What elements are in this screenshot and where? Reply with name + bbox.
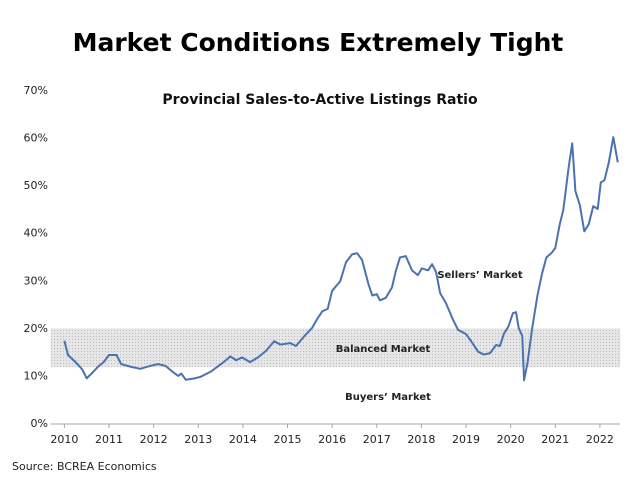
chart-title: Market Conditions Extremely Tight xyxy=(73,28,564,57)
annotation: Sellers’ Market xyxy=(437,270,523,281)
data-line xyxy=(63,136,619,382)
x-tick-label: 2018 xyxy=(407,433,435,446)
y-tick-label: 50% xyxy=(24,179,48,192)
y-tick-label: 20% xyxy=(24,322,48,335)
balanced-band xyxy=(50,328,621,368)
x-tick-label: 2017 xyxy=(363,433,391,446)
chart-subtitle: Provincial Sales-to-Active Listings Rati… xyxy=(162,92,478,108)
x-tick-label: 2022 xyxy=(586,433,614,446)
band-label: Balanced Market xyxy=(336,344,431,355)
x-tick-label: 2020 xyxy=(497,433,525,446)
x-tick-label: 2019 xyxy=(452,433,480,446)
annotation: Buyers’ Market xyxy=(345,392,431,403)
y-tick-label: 0% xyxy=(31,417,48,430)
x-tick-label: 2012 xyxy=(140,433,168,446)
x-tick-label: 2015 xyxy=(274,433,302,446)
y-tick-label: 40% xyxy=(24,227,48,240)
source-note: Source: BCREA Economics xyxy=(12,460,157,473)
x-tick-label: 2010 xyxy=(50,433,78,446)
x-tick-label: 2016 xyxy=(318,433,346,446)
x-tick-label: 2021 xyxy=(541,433,569,446)
y-tick-label: 10% xyxy=(24,369,48,382)
y-tick-label: 60% xyxy=(24,132,48,145)
x-tick-label: 2011 xyxy=(95,433,123,446)
y-tick-label: 70% xyxy=(24,84,48,97)
y-tick-label: 30% xyxy=(24,274,48,287)
x-tick-label: 2014 xyxy=(229,433,257,446)
x-tick-label: 2013 xyxy=(184,433,212,446)
